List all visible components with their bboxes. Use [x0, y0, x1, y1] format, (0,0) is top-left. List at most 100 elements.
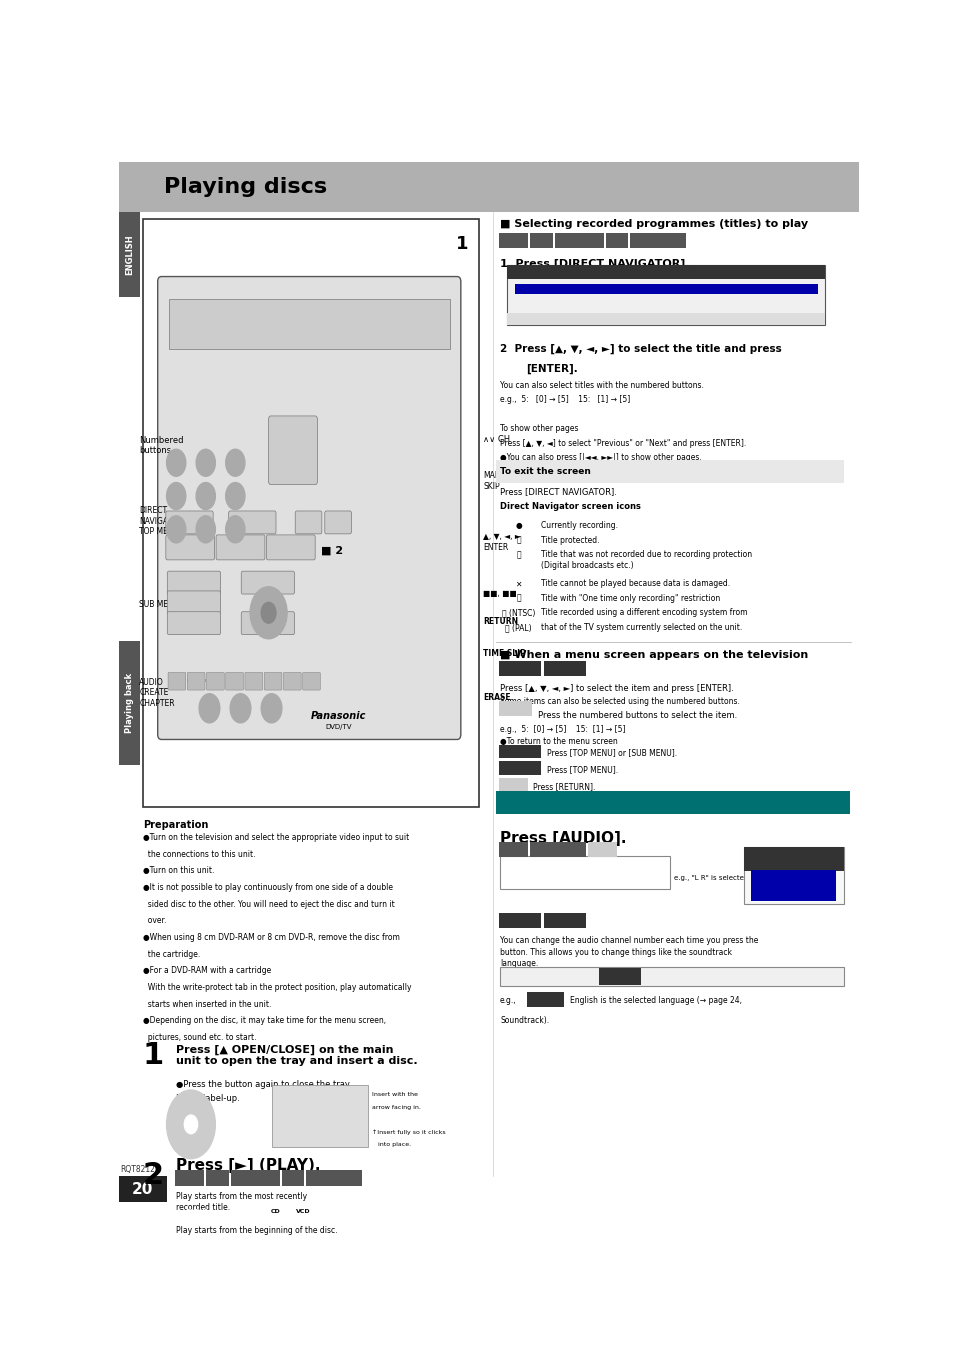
FancyBboxPatch shape [206, 1170, 229, 1186]
FancyBboxPatch shape [507, 313, 824, 326]
Text: VCD: VCD [508, 705, 522, 711]
Text: DVD-V: DVD-V [509, 919, 531, 924]
Circle shape [226, 450, 245, 477]
Text: over.: over. [143, 916, 166, 925]
Text: 7: 7 [173, 524, 178, 534]
Text: 5: 5 [203, 492, 208, 501]
Text: Insert label-up.: Insert label-up. [176, 1094, 239, 1104]
Text: ●: ● [515, 521, 521, 530]
Text: 2: 2 [143, 1161, 164, 1190]
FancyBboxPatch shape [119, 212, 140, 297]
Text: RETURN: RETURN [259, 621, 276, 626]
Text: ■■■ Digital 3/2.1ch: ■■■ Digital 3/2.1ch [647, 974, 720, 979]
Text: the connections to this unit.: the connections to this unit. [143, 850, 255, 859]
Text: [ENTER].: [ENTER]. [525, 363, 577, 374]
Text: C: C [269, 705, 274, 711]
Text: ●When using 8 cm DVD-RAM or 8 cm DVD-R, remove the disc from: ●When using 8 cm DVD-RAM or 8 cm DVD-R, … [143, 934, 399, 942]
Text: ●You can also press [|◄◄, ►►|] to show other pages.: ●You can also press [|◄◄, ►►|] to show o… [499, 454, 701, 462]
Text: RAM: RAM [505, 238, 521, 243]
Text: 2  Press [▲, ▼, ◄, ►] to select the title and press: 2 Press [▲, ▼, ◄, ►] to select the title… [499, 345, 781, 354]
Text: e.g.,: e.g., [499, 996, 517, 1005]
FancyBboxPatch shape [554, 232, 603, 249]
Text: TIME SLIP: TIME SLIP [482, 648, 525, 658]
Text: 6: 6 [233, 492, 237, 501]
Circle shape [196, 516, 215, 543]
Text: ◄◄: ◄◄ [304, 520, 312, 526]
Text: ERASE: ERASE [286, 680, 297, 684]
FancyBboxPatch shape [119, 640, 140, 766]
FancyBboxPatch shape [245, 673, 262, 690]
Text: Press [►] (PLAY).: Press [►] (PLAY). [176, 1158, 320, 1173]
FancyBboxPatch shape [630, 232, 685, 249]
FancyBboxPatch shape [264, 1204, 286, 1219]
Text: RAM: RAM [182, 1175, 197, 1181]
Text: ●It is not possible to play continuously from one side of a double: ●It is not possible to play continuously… [143, 884, 393, 892]
Text: REC MODE: REC MODE [187, 680, 206, 684]
FancyBboxPatch shape [751, 870, 836, 901]
Text: Soundtrack).: Soundtrack). [499, 1016, 549, 1025]
Text: Playing discs: Playing discs [164, 177, 326, 197]
Text: -RW(V): -RW(V) [243, 1175, 268, 1181]
Text: FUNCTIONS: FUNCTIONS [255, 581, 279, 585]
Text: 4: 4 [173, 492, 178, 501]
Text: ■ Selecting recorded programmes (titles) to play: ■ Selecting recorded programmes (titles)… [499, 219, 807, 230]
FancyBboxPatch shape [743, 847, 842, 904]
Text: into place.: into place. [372, 1142, 411, 1147]
FancyBboxPatch shape [206, 673, 224, 690]
Text: the cartridge.: the cartridge. [143, 950, 200, 959]
Text: Panasonic: Panasonic [176, 309, 212, 315]
Circle shape [167, 516, 186, 543]
Text: 1  Press [DIRECT NAVIGATOR].: 1 Press [DIRECT NAVIGATOR]. [499, 259, 689, 269]
Text: CD: CD [270, 1209, 280, 1213]
Text: 1: 1 [143, 1042, 164, 1070]
Text: Currently recording.: Currently recording. [540, 521, 617, 530]
FancyBboxPatch shape [498, 232, 528, 249]
Text: Panasonic: Panasonic [311, 711, 366, 720]
Text: e.g.,  5:   [0] → [5]    15:   [1] → [5]: e.g., 5: [0] → [5] 15: [1] → [5] [499, 394, 630, 404]
FancyBboxPatch shape [166, 535, 214, 559]
Text: DVD-V: DVD-V [185, 1209, 208, 1213]
Text: ↑Insert fully so it clicks: ↑Insert fully so it clicks [372, 1129, 445, 1135]
Text: AUDIO: AUDIO [248, 680, 259, 684]
FancyBboxPatch shape [175, 1204, 217, 1219]
FancyBboxPatch shape [264, 673, 282, 690]
FancyBboxPatch shape [498, 662, 541, 676]
FancyBboxPatch shape [167, 590, 220, 613]
Text: To show other pages: To show other pages [499, 424, 578, 434]
Text: ■ 2: ■ 2 [328, 286, 355, 301]
Text: DIRECT NAVIGATOR: DIRECT NAVIGATOR [173, 581, 213, 585]
Text: RAM: RAM [505, 848, 521, 854]
FancyBboxPatch shape [302, 673, 320, 690]
FancyBboxPatch shape [219, 1204, 262, 1219]
Text: STOP: STOP [184, 544, 196, 550]
Text: ●To return to the menu screen: ●To return to the menu screen [499, 738, 618, 746]
Text: 2: 2 [203, 458, 208, 467]
Text: DVD-V: DVD-V [509, 750, 531, 754]
FancyBboxPatch shape [306, 1170, 361, 1186]
Text: Title cannot be played because data is damaged.: Title cannot be played because data is d… [540, 580, 729, 588]
FancyBboxPatch shape [269, 416, 317, 485]
Text: 11/4 12:15 MON: 11/4 12:15 MON [518, 299, 562, 303]
FancyBboxPatch shape [241, 571, 294, 594]
Text: 📋: 📋 [516, 550, 520, 559]
Text: ●Press the button again to close the tray.: ●Press the button again to close the tra… [176, 1079, 351, 1089]
Text: Press [▲, ▼, ◄] to select "Previous" or "Next" and press [ENTER].: Press [▲, ▼, ◄] to select "Previous" or … [499, 439, 745, 447]
Text: TOP MENU: TOP MENU [183, 600, 205, 604]
Text: -R: -R [213, 1175, 221, 1181]
FancyBboxPatch shape [543, 662, 585, 676]
FancyBboxPatch shape [498, 762, 541, 775]
Text: Title with "One time only recording" restriction: Title with "One time only recording" res… [540, 594, 720, 603]
FancyBboxPatch shape [283, 673, 301, 690]
Circle shape [261, 603, 275, 623]
FancyBboxPatch shape [324, 511, 351, 534]
Text: ●For a DVD-RAM with a cartridge: ●For a DVD-RAM with a cartridge [143, 966, 271, 975]
FancyBboxPatch shape [530, 843, 585, 857]
Text: Title recorded using a different encoding system from: Title recorded using a different encodin… [540, 608, 746, 617]
Circle shape [261, 693, 282, 723]
Text: ShowView: ShowView [280, 439, 305, 443]
Text: 20: 20 [132, 1182, 153, 1197]
Text: SUB MENU: SUB MENU [183, 621, 205, 626]
Text: CHAPTER: CHAPTER [265, 680, 281, 684]
Text: Play starts from the most recently: Play starts from the most recently [176, 1192, 307, 1201]
Text: TIMER: TIMER [229, 680, 240, 684]
